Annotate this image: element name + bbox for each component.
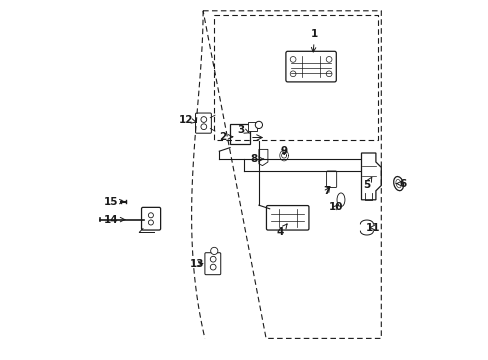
Text: 8: 8 (250, 154, 263, 164)
FancyBboxPatch shape (285, 51, 336, 82)
Circle shape (255, 121, 262, 129)
FancyBboxPatch shape (266, 206, 308, 230)
Circle shape (289, 71, 295, 77)
Ellipse shape (395, 179, 401, 188)
Circle shape (148, 213, 153, 218)
FancyBboxPatch shape (326, 171, 336, 188)
Text: 9: 9 (280, 146, 287, 156)
Circle shape (148, 220, 153, 225)
Text: 3: 3 (237, 125, 249, 135)
Text: 5: 5 (363, 177, 371, 190)
Circle shape (289, 57, 295, 62)
Ellipse shape (393, 176, 403, 191)
Circle shape (210, 256, 216, 262)
Text: 4: 4 (276, 224, 286, 237)
FancyBboxPatch shape (195, 113, 211, 133)
Text: 11: 11 (366, 222, 380, 233)
Polygon shape (361, 153, 381, 200)
Circle shape (201, 117, 206, 122)
FancyBboxPatch shape (204, 253, 220, 275)
Circle shape (325, 71, 331, 77)
Text: 12: 12 (179, 114, 196, 125)
Text: 15: 15 (104, 197, 124, 207)
Circle shape (210, 247, 218, 255)
Ellipse shape (336, 193, 344, 207)
Text: 14: 14 (104, 215, 124, 225)
Circle shape (210, 264, 216, 270)
Bar (230, 124, 249, 144)
Polygon shape (258, 149, 267, 166)
Text: 7: 7 (323, 186, 330, 196)
Text: 6: 6 (396, 179, 406, 189)
Text: 13: 13 (189, 258, 204, 269)
Circle shape (201, 124, 206, 130)
Text: 1: 1 (310, 29, 318, 52)
Text: 2: 2 (219, 132, 232, 142)
FancyBboxPatch shape (141, 207, 160, 230)
Polygon shape (247, 122, 256, 131)
Circle shape (325, 57, 331, 62)
Text: 10: 10 (328, 202, 343, 212)
